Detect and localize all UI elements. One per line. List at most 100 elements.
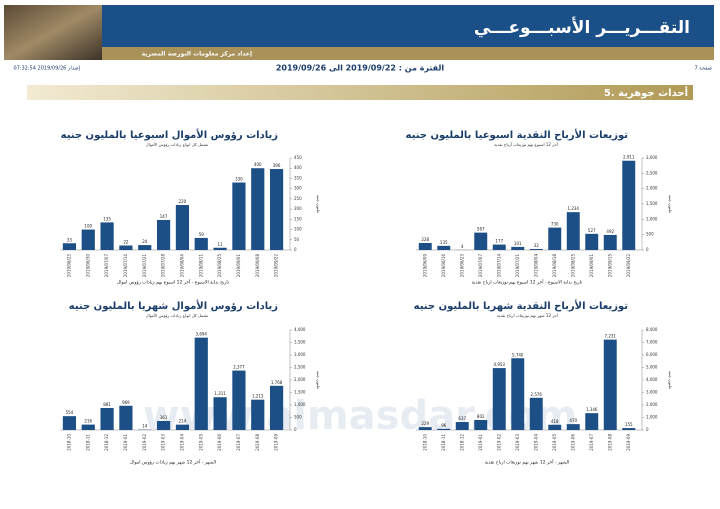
bar bbox=[566, 424, 580, 430]
value-label: 470 bbox=[569, 418, 577, 423]
y-tick-label: 1,000 bbox=[646, 415, 658, 420]
y-tick-label: 500 bbox=[646, 232, 654, 237]
value-label: 4,953 bbox=[494, 362, 506, 367]
x-axis-label: تاريخ بداية الاسبوع - آخر 12 اسبوع بهم ز… bbox=[117, 280, 230, 286]
value-label: 730 bbox=[551, 222, 559, 227]
y-tick-label: 200 bbox=[294, 206, 302, 211]
bar bbox=[251, 399, 265, 430]
bar bbox=[156, 420, 171, 430]
x-tick-label: 2019/08/04 bbox=[533, 254, 538, 278]
x-tick-label: 2019-03 bbox=[515, 434, 520, 451]
x-axis-label: الشهر - آخر 12 شهر بهم زيادات رؤوس اموال bbox=[130, 460, 216, 466]
y-axis-label: مليون جنيه bbox=[316, 371, 321, 389]
header-photo bbox=[4, 5, 102, 60]
y-tick-label: 5,000 bbox=[646, 365, 658, 370]
bar bbox=[213, 397, 227, 430]
charts: توزيعات الأرباح النقدية اسبوعيا بالمليون… bbox=[60, 128, 673, 466]
x-tick-label: 2018-10 bbox=[422, 434, 427, 451]
header-gold bbox=[102, 47, 714, 60]
value-label: 2,911 bbox=[623, 155, 635, 160]
header-band bbox=[102, 5, 714, 47]
bar bbox=[138, 245, 152, 250]
y-tick-label: 2,000 bbox=[294, 377, 306, 382]
bar bbox=[474, 232, 488, 250]
bar bbox=[119, 245, 133, 250]
y-tick-label: 1,500 bbox=[646, 201, 658, 206]
bar bbox=[418, 427, 432, 430]
chart-subtitle: آخر 12 اسبوع بهم توزيعات أرباح نقدية bbox=[494, 142, 559, 147]
x-tick-label: 2019/06/30 bbox=[85, 254, 90, 278]
x-tick-label: 2019/09/22 bbox=[626, 254, 631, 278]
value-label: 400 bbox=[254, 162, 262, 167]
bar bbox=[622, 428, 636, 430]
bar bbox=[232, 370, 246, 430]
x-tick-label: 2019-07 bbox=[589, 434, 594, 451]
x-tick-label: 2019/09/08 bbox=[255, 254, 260, 278]
bar bbox=[62, 243, 77, 250]
chart-title: زيادات رؤوس الأموال اسبوعيا بالمليون جني… bbox=[61, 128, 279, 141]
value-label: 802 bbox=[477, 414, 485, 419]
y-tick-label: 2,500 bbox=[294, 365, 306, 370]
value-label: 155 bbox=[625, 422, 633, 427]
y-tick-label: 4,000 bbox=[294, 327, 306, 332]
x-tick-label: 2019-06 bbox=[217, 434, 222, 451]
x-tick-label: 2019/08/25 bbox=[570, 254, 575, 278]
x-tick-label: 2019-09 bbox=[626, 434, 631, 451]
bar bbox=[603, 339, 617, 430]
value-label: 220 bbox=[179, 199, 187, 204]
bar bbox=[81, 424, 95, 430]
x-tick-label: 2019-02 bbox=[142, 434, 147, 451]
y-tick-label: 1,000 bbox=[294, 402, 306, 407]
bar bbox=[194, 237, 208, 250]
x-tick-label: 2019/07/14 bbox=[123, 254, 128, 278]
x-tick-label: 2019/07/07 bbox=[104, 254, 109, 278]
bar bbox=[81, 229, 95, 250]
x-tick-label: 2019/06/23 bbox=[459, 254, 464, 278]
bar bbox=[100, 407, 114, 430]
bar bbox=[62, 416, 77, 430]
y-tick-label: 3,000 bbox=[646, 155, 658, 160]
x-tick-label: 2019-05 bbox=[552, 434, 557, 451]
x-tick-label: 2019-05 bbox=[198, 434, 203, 451]
bar bbox=[492, 368, 506, 430]
y-tick-label: 8,000 bbox=[646, 327, 658, 332]
bar bbox=[492, 244, 506, 250]
y-tick-label: 0 bbox=[294, 247, 297, 252]
y-tick-label: 1,000 bbox=[646, 216, 658, 221]
value-label: 969 bbox=[122, 400, 130, 405]
section-bar bbox=[27, 85, 693, 100]
y-tick-label: 4,000 bbox=[646, 377, 658, 382]
y-tick-label: 450 bbox=[294, 155, 302, 160]
value-label: 229 bbox=[421, 421, 429, 426]
value-label: 881 bbox=[103, 402, 111, 407]
value-label: 177 bbox=[495, 239, 503, 244]
x-tick-label: 2018-11 bbox=[85, 434, 90, 451]
x-tick-label: 2019-08 bbox=[607, 434, 612, 451]
x-tick-label: 2019/07/21 bbox=[142, 254, 147, 278]
value-label: 59 bbox=[199, 232, 205, 237]
x-tick-label: 2019/07/21 bbox=[515, 254, 520, 278]
page-number: صفحة 7 bbox=[695, 66, 712, 72]
x-tick-label: 2019-01 bbox=[123, 434, 128, 451]
bar bbox=[232, 182, 246, 250]
value-label: 2,576 bbox=[531, 392, 543, 397]
value-label: 361 bbox=[160, 415, 168, 420]
value-label: 24 bbox=[142, 239, 148, 244]
value-label: 33 bbox=[67, 237, 73, 242]
x-tick-label: 2019-02 bbox=[496, 434, 501, 451]
header-title: التقـــريـــر الأسبـــوعـــي bbox=[474, 17, 690, 38]
value-label: 1,768 bbox=[271, 380, 283, 385]
x-tick-label: 2018-12 bbox=[459, 434, 464, 451]
y-tick-label: 2,000 bbox=[646, 402, 658, 407]
bar bbox=[566, 212, 580, 250]
y-tick-label: 150 bbox=[294, 216, 302, 221]
section-title: 5. أحداث جوهرية bbox=[604, 86, 688, 99]
value-label: 4 bbox=[461, 244, 464, 249]
value-label: 101 bbox=[514, 241, 522, 246]
y-axis-label: مليون جنيه bbox=[668, 371, 673, 389]
bar bbox=[418, 243, 432, 250]
value-label: 1,213 bbox=[252, 394, 264, 399]
bar bbox=[529, 249, 543, 250]
x-axis-label: الشهر - آخر 12 شهر بهم توزيعات ارباح نقد… bbox=[485, 460, 569, 466]
bar bbox=[511, 246, 525, 250]
